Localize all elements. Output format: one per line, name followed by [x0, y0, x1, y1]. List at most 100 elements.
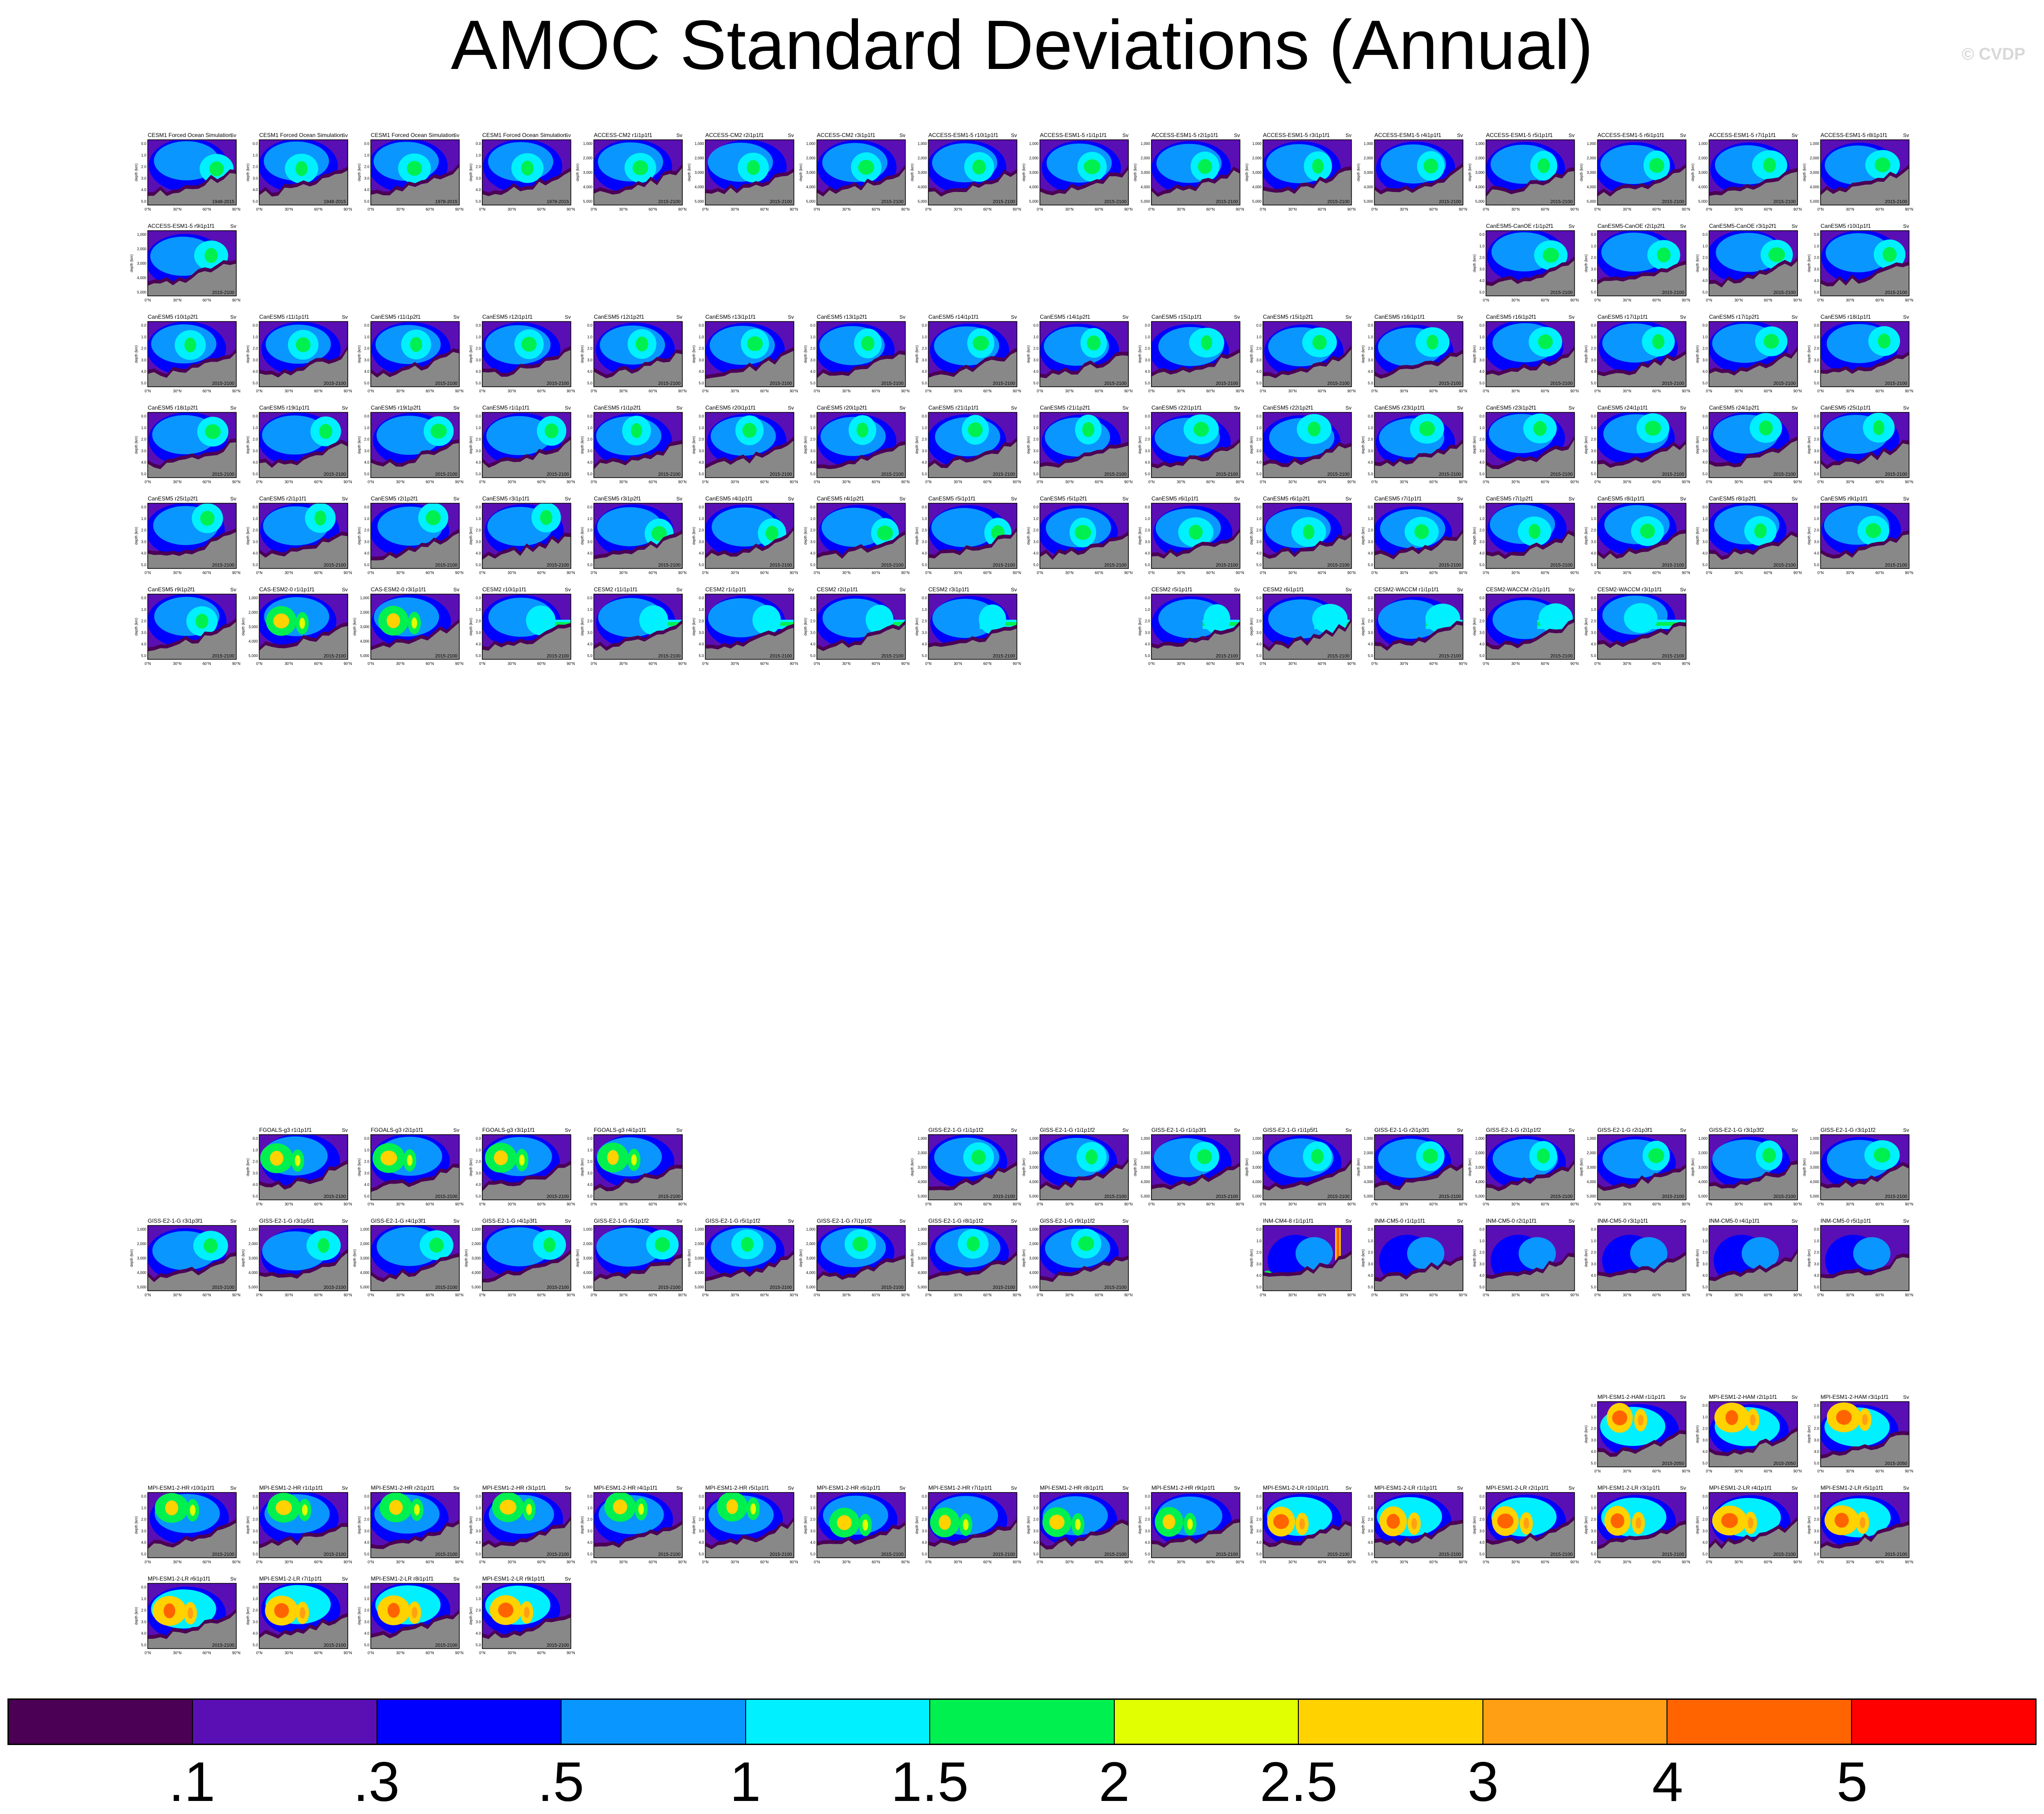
panel-period: 2015-2100	[993, 1285, 1015, 1290]
panel-period: 2015-2100	[212, 290, 234, 295]
y-tick-label: 4.0	[1368, 1273, 1373, 1278]
panel-units: Sv	[1791, 224, 1797, 229]
y-tick-label: 4,000	[1810, 1180, 1819, 1184]
y-tick-label: 1.0	[141, 517, 147, 521]
y-tick-label: 4.0	[922, 642, 927, 646]
y-tick-label: 1.0	[476, 153, 481, 157]
panel-units: Sv	[230, 315, 236, 320]
x-tick-label: 60°N	[1429, 571, 1438, 575]
y-tick-label: 1.0	[1814, 1415, 1819, 1419]
depth-axis-label: depth (km)	[1584, 436, 1588, 454]
x-tick-label: 30°N	[1735, 207, 1743, 212]
y-tick-label: 2,000	[1587, 1151, 1597, 1155]
y-tick-label: 5.0	[587, 472, 593, 476]
x-tick-label: 60°N	[983, 1293, 992, 1297]
y-tick-label: 1.0	[1814, 244, 1819, 248]
panel-title: ACCESS-ESM1-5 r4i1p1f1	[1374, 132, 1441, 138]
x-tick-label: 90°N	[1459, 1560, 1467, 1564]
panel-frame	[1485, 321, 1575, 387]
panel-units: Sv	[342, 315, 348, 320]
panel-units: Sv	[565, 1485, 571, 1491]
y-tick-label: 3,000	[583, 1256, 593, 1260]
x-tick-label: 30°N	[1846, 1293, 1854, 1297]
panel-frame	[370, 412, 460, 478]
x-tick-label: 0°N	[144, 662, 151, 666]
y-tick-label: 4.0	[587, 1183, 593, 1187]
panel-period: 2015-2100	[658, 563, 680, 568]
panel-period: 2015-2100	[1104, 381, 1127, 386]
panel-period: 2015-2050	[1885, 1461, 1907, 1466]
y-tick-label: 4.0	[1591, 370, 1597, 374]
y-tick-label: 0.0	[141, 505, 147, 509]
y-tick-label: 0.0	[1591, 1403, 1597, 1408]
y-tick-label: 5.0	[253, 1643, 258, 1647]
panel-period: 2015-2100	[1439, 1194, 1461, 1199]
x-tick-label: 30°N	[285, 662, 293, 666]
panel-frame	[1597, 1492, 1687, 1558]
x-tick-label: 30°N	[619, 662, 628, 666]
x-tick-label: 90°N	[1236, 389, 1244, 393]
panel-period: 2015-2100	[212, 563, 234, 568]
panel-units: Sv	[342, 1128, 348, 1133]
panel-field	[594, 1135, 683, 1200]
y-tick-label: 4,000	[918, 1180, 927, 1184]
y-tick-label: 4.0	[1702, 279, 1708, 283]
panel-period: 2015-2100	[1216, 563, 1238, 568]
x-tick-label: 30°N	[842, 571, 851, 575]
y-tick-label: 4.0	[1591, 642, 1597, 646]
y-tick-label: 5.0	[1033, 472, 1039, 476]
panel-units: Sv	[676, 496, 682, 502]
depth-axis-label: depth (km)	[1695, 436, 1700, 454]
y-tick-label: 1.0	[141, 426, 147, 430]
x-tick-label: 0°N	[1594, 1202, 1601, 1206]
y-tick-label: 2.0	[810, 619, 816, 623]
y-tick-label: 4,000	[1698, 185, 1708, 189]
panel-title: CanESM5 r6i1p2f1	[1263, 495, 1310, 502]
y-tick-label: 4.0	[1591, 1450, 1597, 1454]
x-tick-label: 60°N	[537, 1560, 546, 1564]
y-tick-label: 1,000	[1364, 142, 1373, 146]
y-tick-label: 1.0	[699, 426, 704, 430]
y-tick-label: 5,000	[360, 654, 370, 658]
y-tick-label: 1,000	[1810, 142, 1819, 146]
x-tick-label: 90°N	[1013, 389, 1021, 393]
y-tick-label: 1.0	[1479, 1506, 1485, 1510]
x-tick-label: 60°N	[1206, 480, 1214, 484]
x-tick-label: 60°N	[1095, 1293, 1103, 1297]
y-tick-label: 0.0	[253, 505, 258, 509]
x-tick-label: 0°N	[368, 571, 374, 575]
panel-field	[148, 231, 236, 296]
y-tick-label: 3,000	[806, 1256, 816, 1260]
y-tick-label: 3.0	[1256, 449, 1262, 453]
x-tick-label: 30°N	[1846, 207, 1854, 212]
panel-frame	[1597, 321, 1687, 387]
panel-frame	[1262, 503, 1352, 569]
y-tick-label: 5.0	[141, 199, 147, 204]
x-tick-label: 30°N	[173, 1293, 181, 1297]
y-tick-label: 5.0	[699, 563, 704, 567]
y-tick-label: 0.0	[1591, 233, 1597, 237]
panel-title: MPI-ESM1-2-HR r1i1p1f1	[259, 1485, 323, 1491]
x-tick-label: 0°N	[814, 207, 820, 212]
panel-field	[482, 322, 571, 387]
x-tick-label: 60°N	[314, 1651, 322, 1655]
y-tick-label: 4.0	[253, 188, 258, 192]
x-tick-label: 30°N	[1735, 1560, 1743, 1564]
panel-units: Sv	[1011, 1218, 1017, 1224]
x-tick-label: 90°N	[455, 1651, 464, 1655]
panel-frame	[370, 321, 460, 387]
x-tick-label: 90°N	[343, 662, 352, 666]
x-tick-label: 60°N	[649, 571, 657, 575]
x-tick-label: 0°N	[1818, 207, 1824, 212]
y-tick-label: 3.0	[1256, 358, 1262, 362]
x-tick-label: 90°N	[1459, 662, 1467, 666]
x-tick-label: 0°N	[1148, 662, 1155, 666]
panel-frame	[928, 139, 1017, 205]
y-tick-label: 2.0	[1479, 1518, 1485, 1522]
